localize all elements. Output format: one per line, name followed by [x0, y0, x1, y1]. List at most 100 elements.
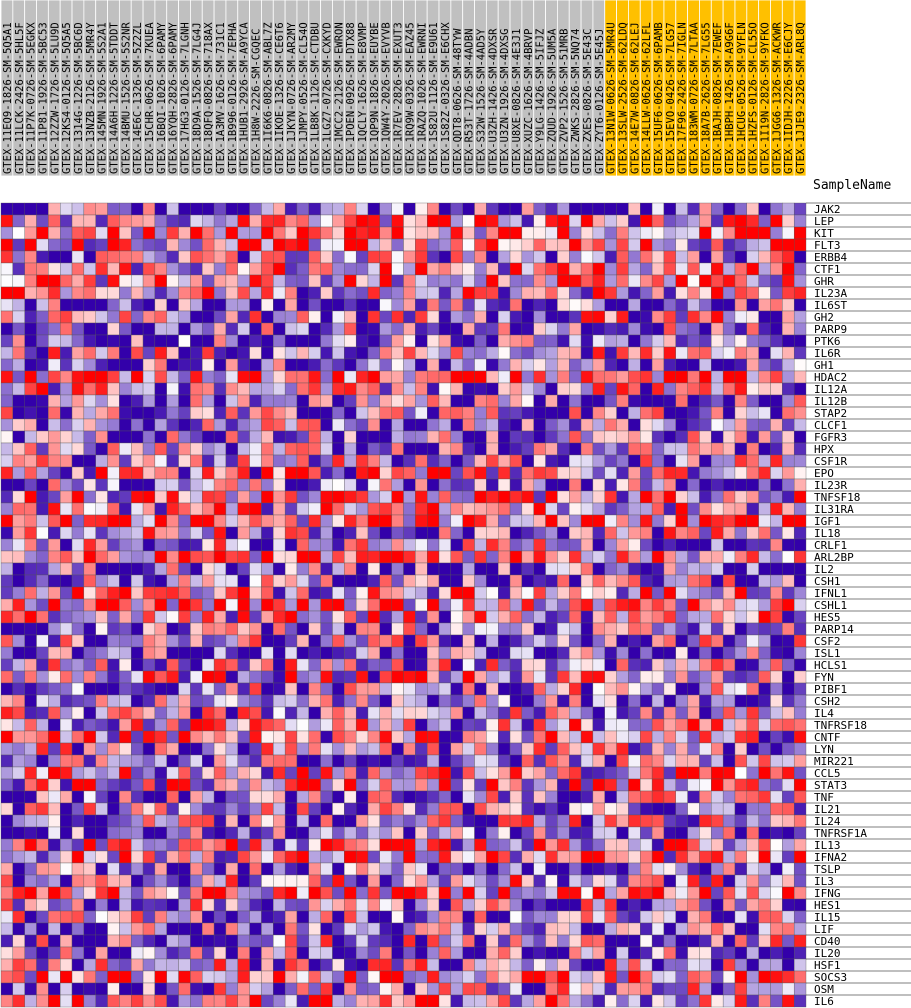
heatmap-cell: [261, 610, 274, 624]
heatmap-cell: [332, 334, 345, 348]
heatmap-cell: [521, 262, 534, 276]
heatmap-cell: [474, 466, 487, 480]
heatmap-cell: [190, 802, 203, 816]
heatmap-cell: [48, 226, 61, 240]
heatmap-cell: [415, 634, 428, 648]
heatmap-cell: [12, 418, 25, 432]
heatmap-cell: [770, 418, 783, 432]
heatmap-cell: [142, 478, 156, 492]
heatmap-cell: [758, 322, 771, 336]
heatmap-cell: [711, 310, 724, 324]
heatmap-cell: [225, 634, 238, 648]
heatmap-cell: [225, 454, 238, 468]
heatmap-cell: [486, 226, 499, 240]
heatmap-cell: [379, 394, 392, 408]
heatmap-cell: [651, 934, 665, 948]
heatmap-cell: [604, 610, 617, 624]
heatmap-cell: [782, 946, 795, 960]
heatmap-cell: [427, 202, 440, 216]
heatmap-cell: [119, 814, 132, 828]
heatmap-cell: [142, 418, 156, 432]
heatmap-cell: [793, 274, 807, 288]
heatmap-cell: [60, 214, 73, 228]
heatmap-cell: [604, 322, 617, 336]
heatmap-cell: [699, 202, 712, 216]
heatmap-cell: [474, 538, 487, 552]
heatmap-cell: [687, 586, 700, 600]
heatmap-cell: [154, 850, 167, 864]
heatmap-cell: [699, 574, 712, 588]
heatmap-cell: [533, 682, 546, 696]
heatmap-cell: [107, 406, 120, 420]
heatmap-cell: [793, 382, 807, 396]
heatmap-cell: [0, 910, 14, 924]
heatmap-cell: [415, 466, 428, 480]
heatmap-cell: [509, 310, 523, 324]
heatmap-cell: [663, 850, 676, 864]
heatmap-cell: [296, 754, 309, 768]
heatmap-cell: [178, 994, 191, 1008]
heatmap-cell: [711, 394, 724, 408]
heatmap-cell: [24, 970, 37, 984]
heatmap-cell: [651, 250, 665, 264]
heatmap-cell: [569, 934, 582, 948]
heatmap-cell: [379, 886, 392, 900]
heatmap-cell: [284, 634, 298, 648]
heatmap-cell: [616, 586, 629, 600]
heatmap-cell: [95, 478, 108, 492]
heatmap-cell: [616, 562, 629, 576]
heatmap-cell: [580, 910, 594, 924]
heatmap-cell: [154, 298, 167, 312]
heatmap-cell: [521, 202, 534, 216]
heatmap-cell: [332, 886, 345, 900]
heatmap-cell: [71, 694, 85, 708]
heatmap-cell: [403, 850, 416, 864]
heatmap-cell: [415, 298, 428, 312]
heatmap-cell: [261, 730, 274, 744]
row-label: CSF1R: [814, 455, 847, 468]
heatmap-cell: [284, 610, 298, 624]
heatmap-cell: [107, 502, 120, 516]
heatmap-cell: [237, 286, 250, 300]
heatmap-cell: [249, 838, 262, 852]
heatmap-cell: [687, 742, 700, 756]
heatmap-cell: [131, 574, 144, 588]
heatmap-cell: [462, 250, 475, 264]
heatmap-cell: [119, 958, 132, 972]
heatmap-cell: [355, 706, 369, 720]
row-label: IFNG: [814, 887, 841, 900]
heatmap-cell: [580, 442, 594, 456]
heatmap-cell: [166, 478, 179, 492]
heatmap-cell: [651, 766, 665, 780]
heatmap-cell: [320, 358, 333, 372]
heatmap-cell: [332, 982, 345, 996]
heatmap-cell: [509, 898, 523, 912]
heatmap-cell: [509, 238, 523, 252]
heatmap-cell: [486, 946, 499, 960]
heatmap-cell: [734, 838, 747, 852]
heatmap-cell: [178, 454, 191, 468]
heatmap-cell: [379, 718, 392, 732]
heatmap-cell: [557, 754, 570, 768]
heatmap-cell: [142, 874, 156, 888]
heatmap-cell: [450, 490, 463, 504]
heatmap-cell: [48, 946, 61, 960]
heatmap-cell: [770, 286, 783, 300]
heatmap-cell: [450, 274, 463, 288]
heatmap-cell: [675, 658, 688, 672]
heatmap-cell: [249, 766, 262, 780]
heatmap-cell: [131, 214, 144, 228]
heatmap-cell: [651, 670, 665, 684]
heatmap-cell: [734, 958, 747, 972]
heatmap-cell: [580, 574, 594, 588]
heatmap-cell: [722, 202, 736, 216]
heatmap-cell: [273, 358, 286, 372]
heatmap-cell: [119, 886, 132, 900]
heatmap-cell: [687, 826, 700, 840]
heatmap-cell: [498, 622, 511, 636]
heatmap-cell: [344, 682, 357, 696]
heatmap-cell: [131, 970, 144, 984]
heatmap-cell: [24, 310, 37, 324]
heatmap-cell: [486, 250, 499, 264]
heatmap-cell: [569, 622, 582, 636]
